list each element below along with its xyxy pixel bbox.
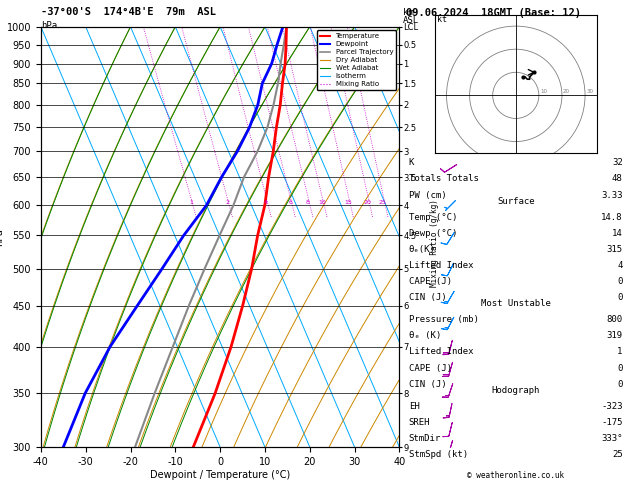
Text: Mixing Ratio (g/kg): Mixing Ratio (g/kg) <box>430 199 438 287</box>
Text: CAPE (J): CAPE (J) <box>409 277 452 286</box>
Y-axis label: hPa: hPa <box>0 228 4 246</box>
Text: -323: -323 <box>601 402 623 411</box>
Text: 1: 1 <box>617 347 623 357</box>
Text: 09.06.2024  18GMT (Base: 12): 09.06.2024 18GMT (Base: 12) <box>406 8 581 18</box>
Text: -37°00'S  174°4B'E  79m  ASL: -37°00'S 174°4B'E 79m ASL <box>41 7 216 17</box>
Text: 8: 8 <box>306 200 310 205</box>
Text: StmSpd (kt): StmSpd (kt) <box>409 450 468 459</box>
Text: Most Unstable: Most Unstable <box>481 299 551 309</box>
Text: 319: 319 <box>606 331 623 341</box>
Text: km: km <box>403 8 413 17</box>
Text: 4: 4 <box>264 200 268 205</box>
Text: -175: -175 <box>601 418 623 427</box>
Text: 10: 10 <box>318 200 326 205</box>
Text: SREH: SREH <box>409 418 430 427</box>
Legend: Temperature, Dewpoint, Parcel Trajectory, Dry Adiabat, Wet Adiabat, Isotherm, Mi: Temperature, Dewpoint, Parcel Trajectory… <box>317 30 396 90</box>
Text: 25: 25 <box>379 200 387 205</box>
Text: 0: 0 <box>617 364 623 373</box>
Text: 800: 800 <box>606 315 623 325</box>
Text: Totals Totals: Totals Totals <box>409 174 479 184</box>
Text: Lifted Index: Lifted Index <box>409 347 474 357</box>
X-axis label: Dewpoint / Temperature (°C): Dewpoint / Temperature (°C) <box>150 469 290 480</box>
Text: θₑ(K): θₑ(K) <box>409 245 436 254</box>
Text: 48: 48 <box>612 174 623 184</box>
Text: StmDir: StmDir <box>409 434 441 443</box>
Text: 32: 32 <box>612 158 623 168</box>
Text: 0: 0 <box>617 277 623 286</box>
Text: CAPE (J): CAPE (J) <box>409 364 452 373</box>
Text: 0: 0 <box>617 380 623 389</box>
Text: 6: 6 <box>288 200 292 205</box>
Text: 333°: 333° <box>601 434 623 443</box>
Text: 1: 1 <box>189 200 193 205</box>
Text: EH: EH <box>409 402 420 411</box>
Text: Surface: Surface <box>497 197 535 206</box>
Text: 2: 2 <box>225 200 230 205</box>
Text: θₑ (K): θₑ (K) <box>409 331 441 341</box>
Text: © weatheronline.co.uk: © weatheronline.co.uk <box>467 471 564 480</box>
Text: Hodograph: Hodograph <box>492 386 540 395</box>
Text: 20: 20 <box>563 89 570 94</box>
Text: CIN (J): CIN (J) <box>409 293 447 302</box>
Text: K: K <box>409 158 415 168</box>
Text: Dewp (°C): Dewp (°C) <box>409 229 457 238</box>
Text: CIN (J): CIN (J) <box>409 380 447 389</box>
Text: 14.8: 14.8 <box>601 213 623 222</box>
Text: 15: 15 <box>344 200 352 205</box>
Text: PW (cm): PW (cm) <box>409 191 447 200</box>
Text: hPa: hPa <box>41 21 57 30</box>
Text: 14: 14 <box>612 229 623 238</box>
Text: 3.33: 3.33 <box>601 191 623 200</box>
Text: kt: kt <box>437 15 447 23</box>
Text: 4: 4 <box>617 261 623 270</box>
Text: Temp (°C): Temp (°C) <box>409 213 457 222</box>
Text: Pressure (mb): Pressure (mb) <box>409 315 479 325</box>
Text: 30: 30 <box>586 89 593 94</box>
Text: 10: 10 <box>540 89 547 94</box>
Text: Lifted Index: Lifted Index <box>409 261 474 270</box>
Text: 25: 25 <box>612 450 623 459</box>
Text: ASL: ASL <box>403 16 419 25</box>
Text: 315: 315 <box>606 245 623 254</box>
Text: 0: 0 <box>617 293 623 302</box>
Text: 20: 20 <box>364 200 372 205</box>
